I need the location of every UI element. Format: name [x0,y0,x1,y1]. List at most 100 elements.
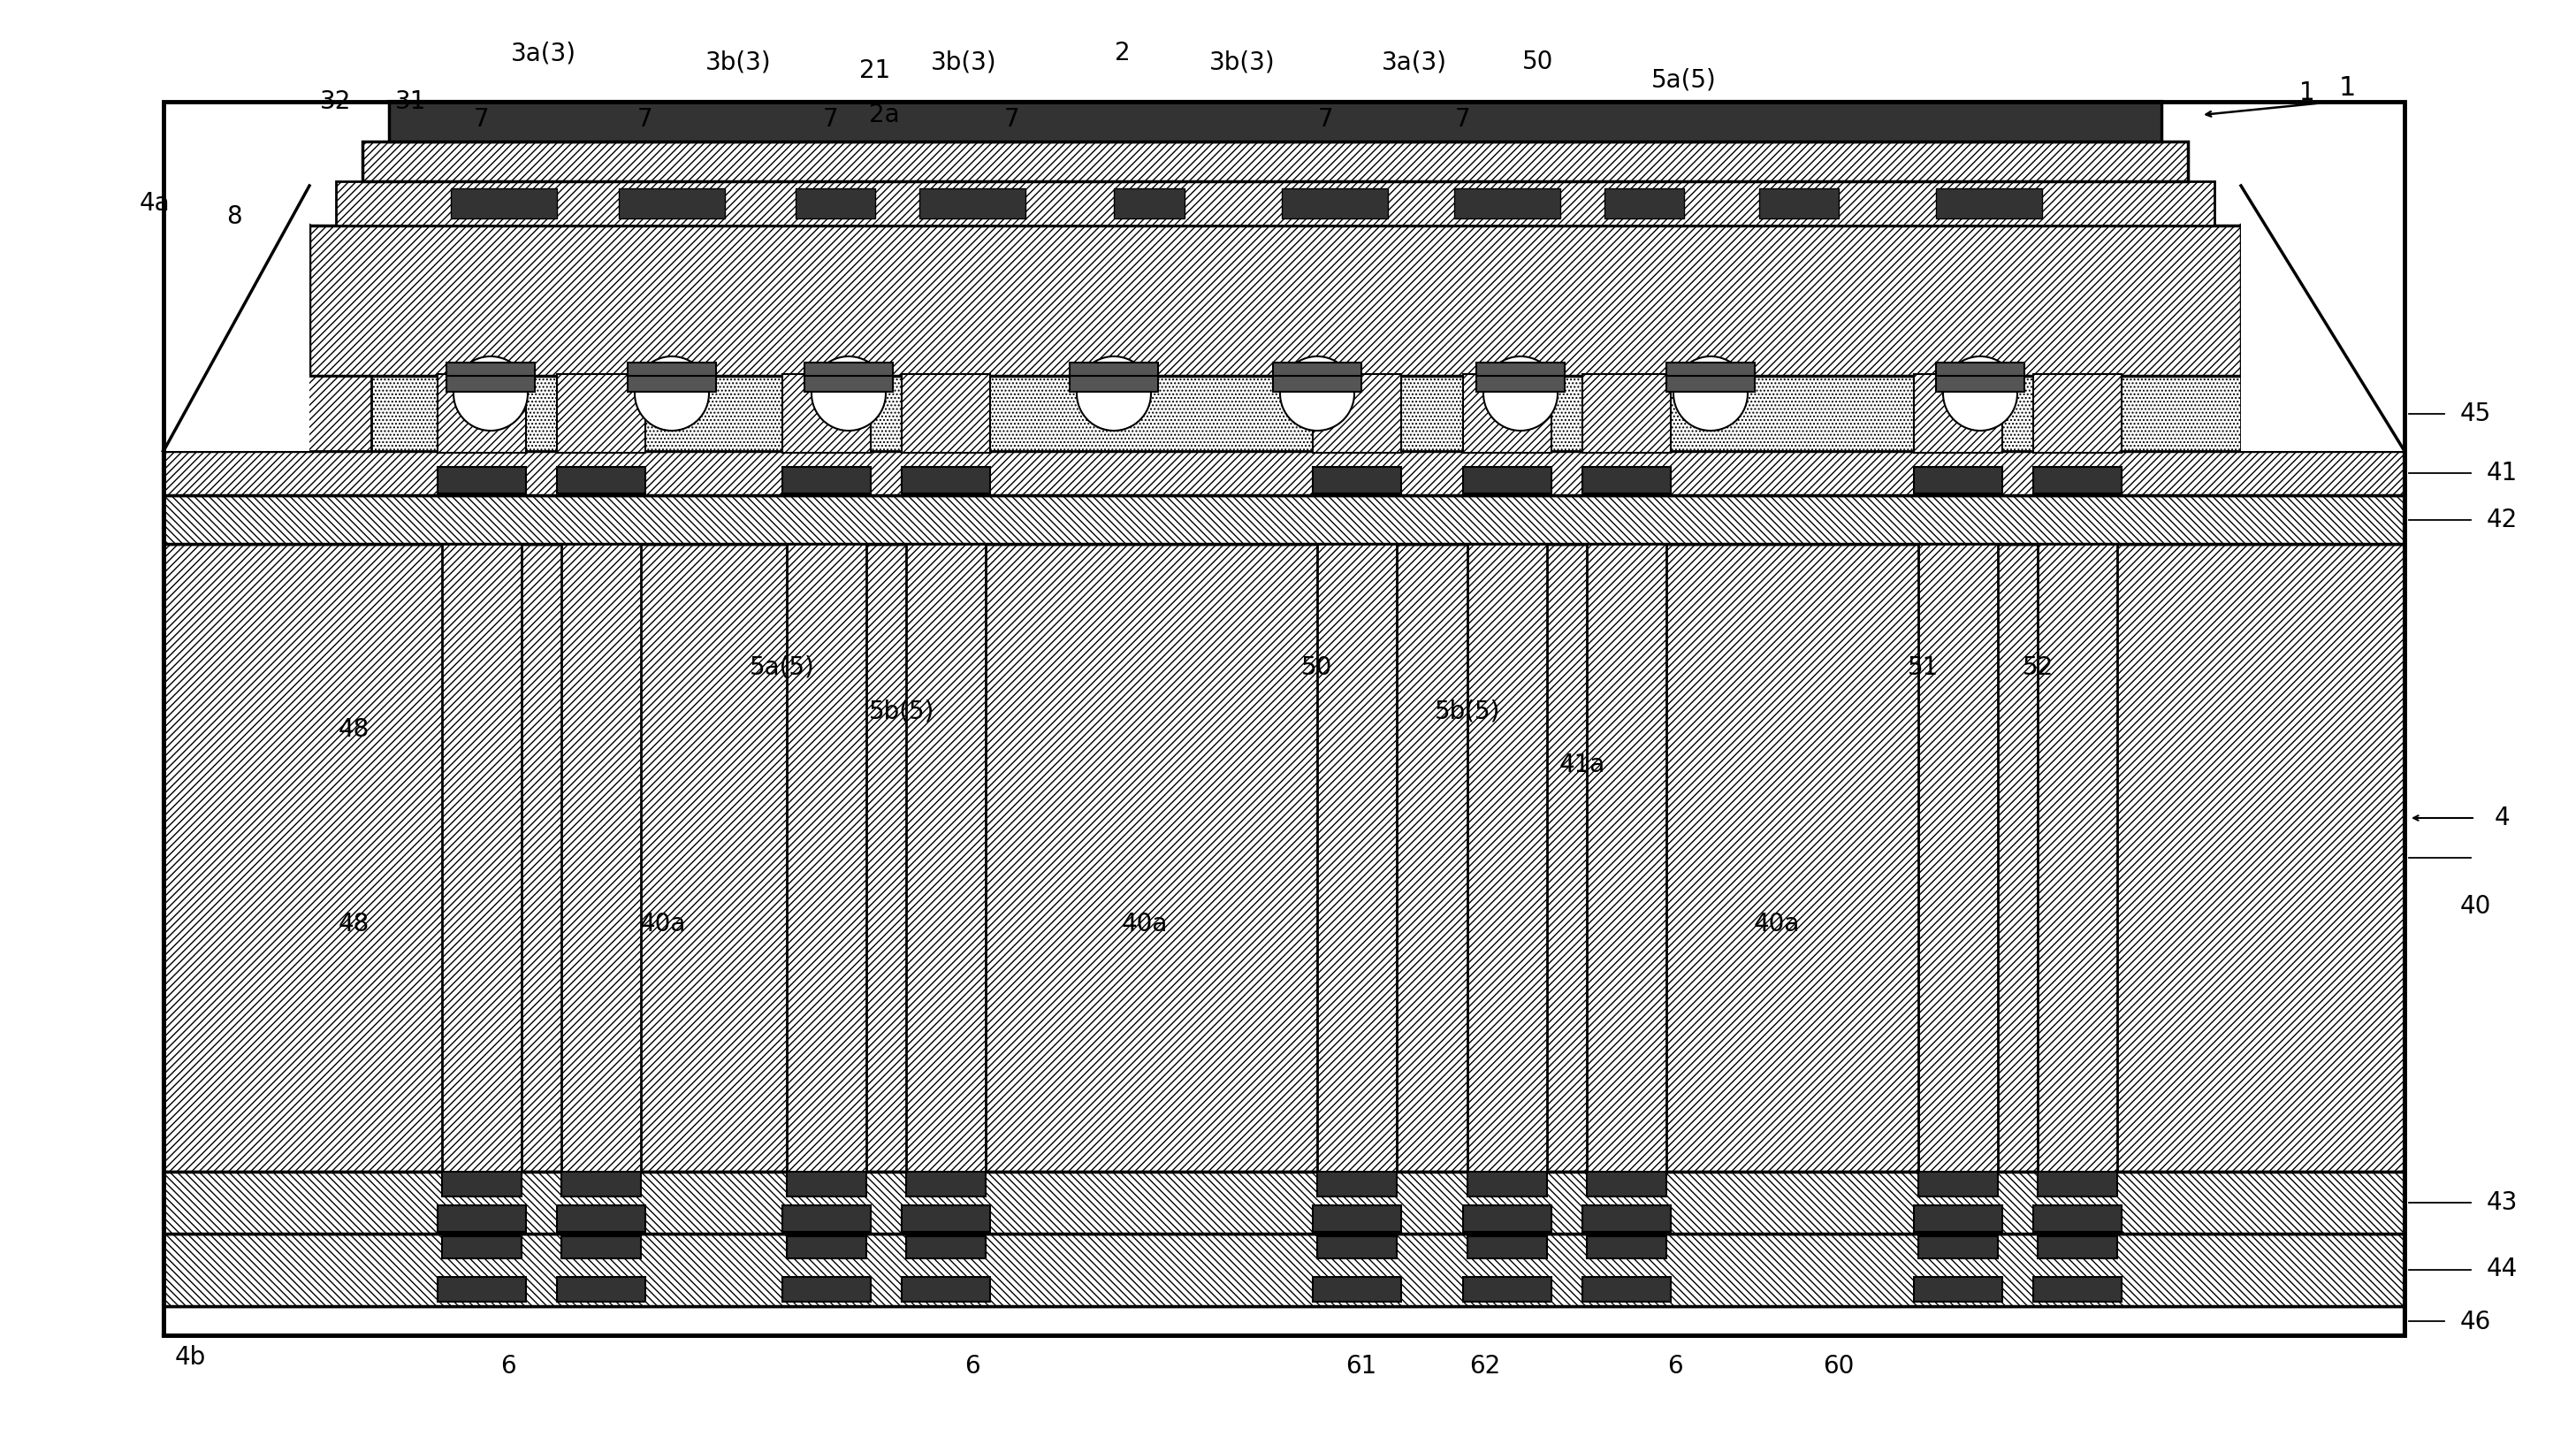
Bar [2032,467,2123,493]
Bar [786,1236,866,1259]
Bar [2038,1236,2117,1259]
Bar [335,181,2215,226]
Text: 46: 46 [2460,1309,2491,1335]
Text: 1: 1 [2339,76,2354,101]
Bar [1582,467,1672,493]
Text: 41: 41 [2486,461,2517,486]
Bar [162,1306,2403,1335]
Bar [1468,1171,1548,1197]
Bar [1069,362,1159,378]
Bar [562,1236,641,1259]
Bar [1937,188,2043,218]
Bar [902,467,989,493]
Bar [1273,376,1360,392]
Bar [1314,1277,1401,1302]
Text: 7: 7 [1005,106,1020,132]
Bar [786,1171,866,1197]
Text: 7: 7 [824,106,840,132]
Circle shape [1674,356,1747,431]
Circle shape [1484,356,1558,431]
Bar [1667,362,1754,378]
Bar [1605,188,1685,218]
Bar [629,362,716,378]
Text: 40a: 40a [639,911,685,937]
Bar [162,496,2403,543]
Bar [1069,376,1159,392]
Text: 48: 48 [337,717,368,741]
Text: 7: 7 [474,106,489,132]
Text: 4: 4 [2494,806,2509,831]
Bar [1316,1171,1396,1197]
Bar [1468,543,1548,1171]
Bar [2038,543,2117,1171]
Bar [618,188,724,218]
Bar [389,102,2161,141]
Bar [1937,376,2025,392]
Bar [556,1206,647,1232]
Text: 3a(3): 3a(3) [510,40,577,66]
Text: 43: 43 [2486,1190,2517,1216]
Bar [309,376,2241,451]
Text: 3a(3): 3a(3) [1381,49,1448,75]
Text: 31: 31 [397,89,428,114]
Bar [162,1233,2403,1306]
Text: 50: 50 [1522,49,1553,75]
Text: 41a: 41a [1558,753,1605,777]
Text: 7: 7 [1455,106,1471,132]
Bar [451,188,556,218]
Text: 60: 60 [1824,1354,1855,1378]
Text: 6: 6 [500,1354,515,1378]
Bar [1314,467,1401,493]
Bar [907,1171,987,1197]
Bar [162,102,2403,1335]
Bar [1463,374,1551,453]
Bar [1316,1236,1396,1259]
Bar [1314,374,1401,453]
Bar [796,188,876,218]
Text: 6: 6 [963,1354,981,1378]
Circle shape [1077,356,1151,431]
Text: 40a: 40a [1121,911,1167,937]
Bar [907,1236,987,1259]
Bar [2241,102,2403,451]
Bar [1667,376,1754,392]
Bar [556,374,647,453]
Bar [1914,1206,2002,1232]
Text: 2: 2 [1115,40,1131,66]
Circle shape [453,356,528,431]
Bar [920,188,1025,218]
Bar [556,467,647,493]
Text: 5a(5): 5a(5) [750,655,814,680]
Bar [162,376,309,451]
Bar [804,376,894,392]
Text: 42: 42 [2486,507,2517,532]
Text: 62: 62 [1468,1354,1502,1378]
Text: 8: 8 [227,204,242,228]
Bar [162,543,2403,1171]
Text: 3b(3): 3b(3) [930,49,997,75]
Text: 4a: 4a [139,191,170,216]
Bar [1919,1171,1999,1197]
Bar [783,1277,871,1302]
Bar [363,141,2187,181]
Bar [1937,362,2025,378]
Bar [2032,374,2123,453]
Bar [1273,362,1360,378]
Text: 61: 61 [1345,1354,1378,1378]
Bar [1463,1277,1551,1302]
Text: 5a(5): 5a(5) [1651,68,1716,92]
Text: 7: 7 [636,106,654,132]
Bar [562,1171,641,1197]
Bar [162,451,2403,496]
Bar [1587,1236,1667,1259]
Text: 2a: 2a [868,102,899,128]
Text: 5b(5): 5b(5) [868,700,935,724]
Bar [1476,376,1564,392]
Text: 51: 51 [1906,655,1937,680]
Bar [1582,1277,1672,1302]
Circle shape [1280,356,1355,431]
Bar [309,226,2241,376]
Bar [562,543,641,1171]
Text: 3b(3): 3b(3) [1208,49,1275,75]
Bar [438,1277,526,1302]
